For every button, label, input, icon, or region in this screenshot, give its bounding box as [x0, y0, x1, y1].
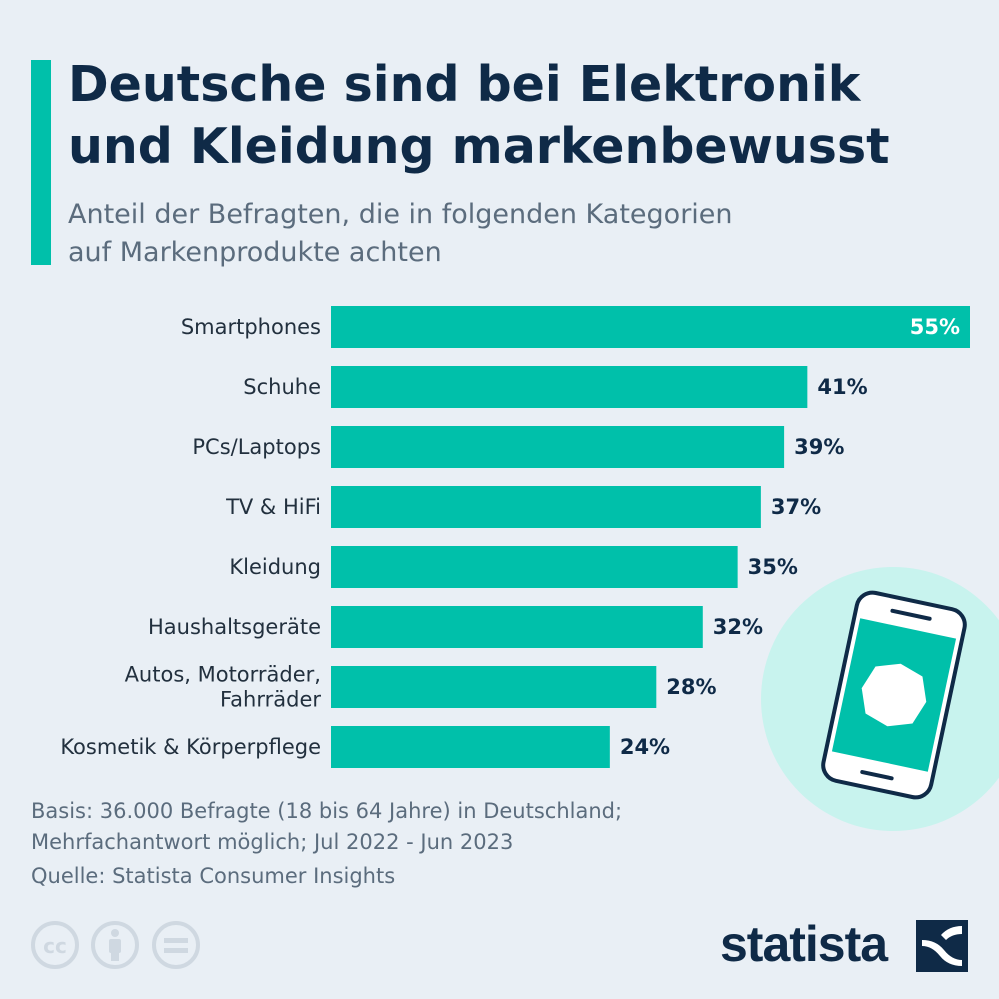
category-label: Autos, Motorräder, [125, 663, 321, 687]
bar [331, 666, 657, 708]
bar [331, 306, 970, 348]
footnote-basis-line: Mehrfachantwort möglich; Jul 2022 - Jun … [31, 830, 514, 854]
bar [331, 486, 761, 528]
footnote: Basis: 36.000 Befragte (18 bis 64 Jahre)… [31, 796, 751, 892]
bar [331, 366, 808, 408]
category-label: Smartphones [181, 315, 321, 339]
value-label: 35% [748, 555, 798, 579]
value-label: 24% [620, 735, 670, 759]
footnote-source: Quelle: Statista Consumer Insights [31, 864, 396, 888]
nd-equals-icon [152, 921, 200, 969]
title-line: und Kleidung markenbewusst [68, 118, 890, 175]
page-title: Deutsche sind bei Elektronik und Kleidun… [68, 54, 988, 178]
value-label: 55% [910, 315, 960, 339]
value-label: 28% [666, 675, 716, 699]
page-subtitle: Anteil der Befragten, die in folgenden K… [68, 196, 948, 272]
category-label: Haushaltsgeräte [148, 615, 321, 639]
cc-icon: cc [31, 921, 79, 969]
bar [331, 726, 610, 768]
logo-text: statista [720, 916, 888, 972]
value-label: 41% [817, 375, 867, 399]
subtitle-line: auf Markenprodukte achten [68, 237, 442, 268]
title-line: Deutsche sind bei Elektronik [68, 56, 861, 113]
bar [331, 546, 738, 588]
footnote-basis-line: Basis: 36.000 Befragte (18 bis 64 Jahre)… [31, 799, 623, 823]
subtitle-line: Anteil der Befragten, die in folgenden K… [68, 199, 733, 230]
category-label: TV & HiFi [225, 495, 321, 519]
smartphone-icon [761, 567, 999, 831]
smartphone-illustration [761, 567, 999, 831]
bar [331, 426, 785, 468]
category-label: PCs/Laptops [192, 435, 321, 459]
title-accent-bar [31, 60, 51, 265]
by-attribution-icon [91, 921, 139, 969]
cc-license-icons: cc [31, 921, 200, 969]
category-label: Kleidung [229, 555, 321, 579]
value-label: 32% [713, 615, 763, 639]
svg-text:cc: cc [43, 934, 67, 958]
category-label: Fahrräder [220, 688, 321, 712]
category-label: Kosmetik & Körperpflege [60, 735, 321, 759]
license-icons: cc [30, 919, 202, 971]
statista-logo-icon [916, 920, 968, 972]
category-label: Schuhe [243, 375, 321, 399]
bar [331, 606, 703, 648]
value-label: 37% [771, 495, 821, 519]
value-label: 39% [794, 435, 844, 459]
